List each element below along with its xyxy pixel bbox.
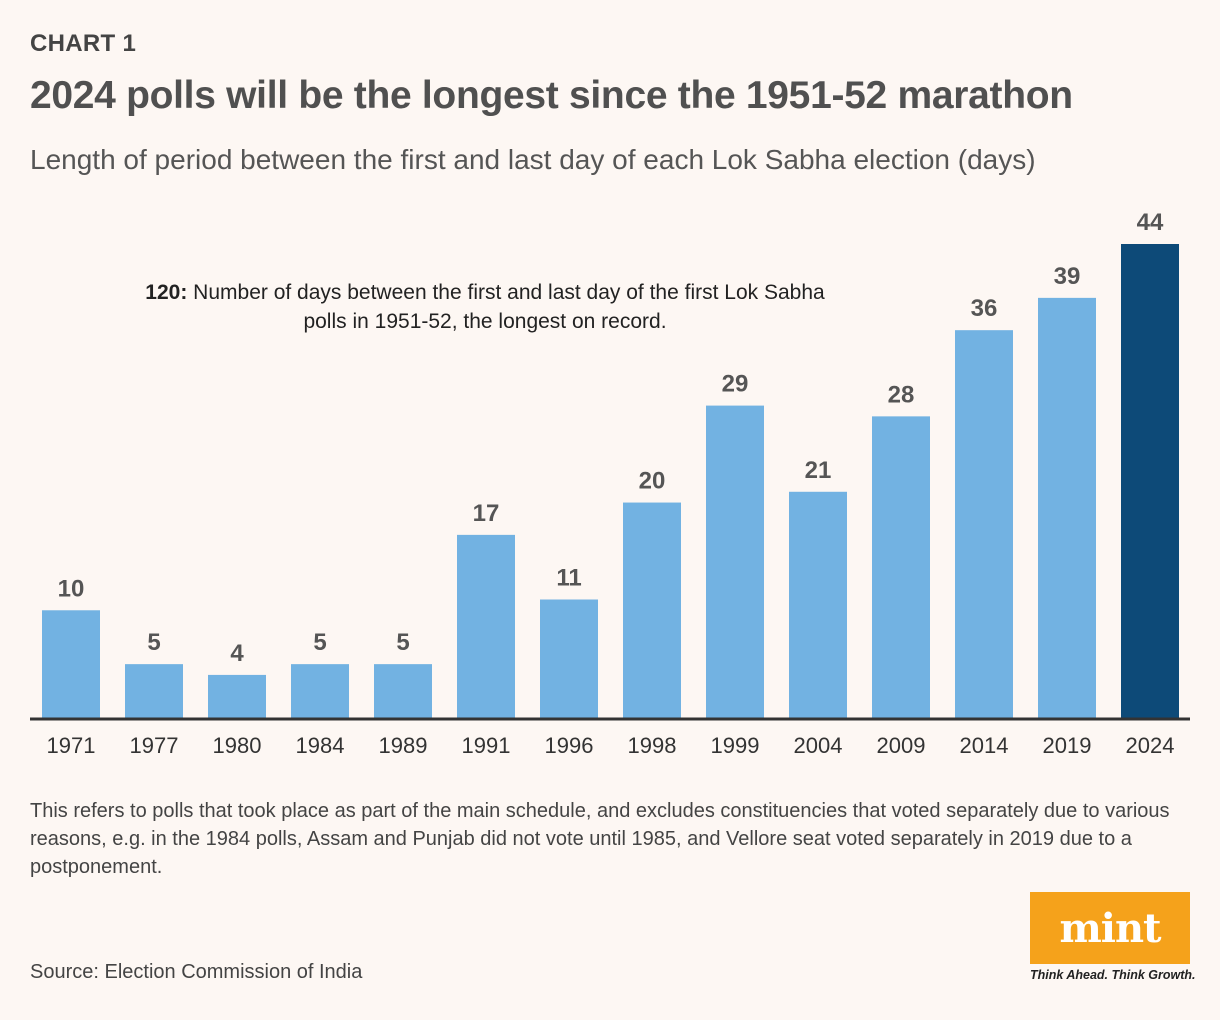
x-tick-label-1996: 1996 <box>545 733 594 758</box>
bar-2004 <box>789 491 847 718</box>
value-label-2019: 39 <box>1054 263 1081 290</box>
bar-chart: 10 5 4 5 5 17 11 20 29 21 28 36 39 44 1971 1977 1980 198… <box>30 209 1190 758</box>
x-tick-label-1998: 1998 <box>628 733 677 758</box>
bar-1971 <box>42 610 100 718</box>
footnote: This refers to polls that took place as … <box>30 800 1170 878</box>
value-label-1996: 11 <box>556 565 581 592</box>
value-label-2004: 21 <box>805 457 832 484</box>
chart-kicker: CHART 1 <box>30 30 137 57</box>
value-label-1971: 10 <box>58 575 85 602</box>
x-tick-label-2024: 2024 <box>1126 733 1175 758</box>
annotation-value: 120: <box>145 281 188 304</box>
x-tick-label-2004: 2004 <box>794 733 843 758</box>
chart-subtitle: Length of period between the first and l… <box>30 144 1036 175</box>
x-tick-labels-group: 1971 1977 1980 1984 1989 1991 1996 1998 1999 2004… <box>47 733 1175 758</box>
value-label-1984: 5 <box>313 629 326 656</box>
x-tick-label-1989: 1989 <box>379 733 428 758</box>
bar-1999 <box>706 405 764 718</box>
value-label-1989: 5 <box>396 629 409 656</box>
annotation-text: Number of days between the first and las… <box>193 281 825 333</box>
value-label-1991: 17 <box>473 500 500 527</box>
bars-group <box>42 244 1179 718</box>
chart-title: 2024 polls will be the longest since the… <box>30 74 1073 117</box>
x-tick-label-1999: 1999 <box>711 733 760 758</box>
x-tick-label-1971: 1971 <box>47 733 96 758</box>
bar-1980 <box>208 674 266 718</box>
bar-1977 <box>125 664 183 718</box>
x-tick-label-1991: 1991 <box>462 733 511 758</box>
value-label-1999: 29 <box>722 371 749 398</box>
bar-1984 <box>291 664 349 718</box>
mint-logo: mint <box>1030 892 1190 964</box>
bar-2024 <box>1121 244 1179 718</box>
value-label-2009: 28 <box>888 381 915 408</box>
bar-2009 <box>872 416 930 718</box>
value-labels-group: 10 5 4 5 5 17 11 20 29 21 28 36 39 44 <box>58 209 1164 667</box>
bar-2019 <box>1038 297 1096 718</box>
x-tick-label-2014: 2014 <box>960 733 1009 758</box>
x-tick-label-1984: 1984 <box>296 733 345 758</box>
value-label-2014: 36 <box>971 295 998 322</box>
bar-2014 <box>955 330 1013 718</box>
x-tick-label-1980: 1980 <box>213 733 262 758</box>
value-label-1977: 5 <box>147 629 160 656</box>
value-label-1980: 4 <box>230 640 244 667</box>
value-label-2024: 44 <box>1137 209 1164 236</box>
bar-1996 <box>540 599 598 718</box>
logo-tagline: Think Ahead. Think Growth. <box>1030 968 1196 982</box>
bar-1991 <box>457 534 515 718</box>
logo-text: mint <box>1059 904 1161 952</box>
x-tick-label-2009: 2009 <box>877 733 926 758</box>
bar-1989 <box>374 664 432 718</box>
annotation: 120: Number of days between the first an… <box>140 278 830 336</box>
x-tick-label-2019: 2019 <box>1043 733 1092 758</box>
x-tick-label-1977: 1977 <box>130 733 179 758</box>
source-note: Source: Election Commission of India <box>30 961 363 983</box>
bar-1998 <box>623 502 681 718</box>
value-label-1998: 20 <box>639 468 666 495</box>
